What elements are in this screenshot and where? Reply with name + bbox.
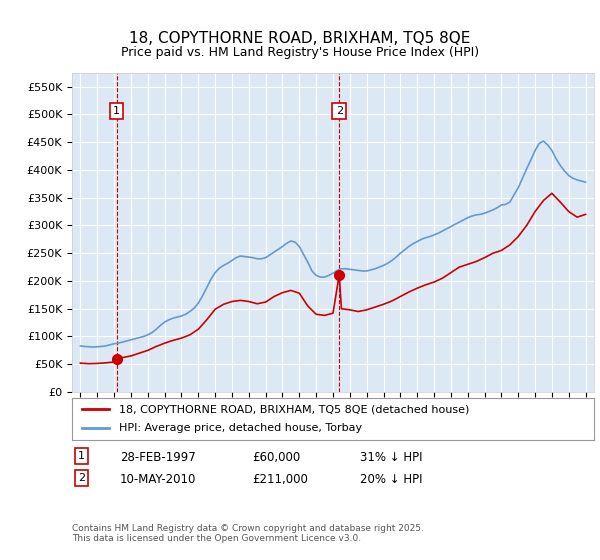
Text: £60,000: £60,000 [252,451,300,464]
Text: Price paid vs. HM Land Registry's House Price Index (HPI): Price paid vs. HM Land Registry's House … [121,46,479,59]
Text: Contains HM Land Registry data © Crown copyright and database right 2025.
This d: Contains HM Land Registry data © Crown c… [72,524,424,543]
Text: 18, COPYTHORNE ROAD, BRIXHAM, TQ5 8QE (detached house): 18, COPYTHORNE ROAD, BRIXHAM, TQ5 8QE (d… [119,404,469,414]
Text: 2: 2 [335,106,343,116]
Text: 2: 2 [78,473,85,483]
Text: 28-FEB-1997: 28-FEB-1997 [120,451,196,464]
Text: 31% ↓ HPI: 31% ↓ HPI [360,451,422,464]
Text: 10-MAY-2010: 10-MAY-2010 [120,473,196,486]
Text: 20% ↓ HPI: 20% ↓ HPI [360,473,422,486]
Text: 1: 1 [78,451,85,461]
Text: £211,000: £211,000 [252,473,308,486]
Text: 1: 1 [113,106,120,116]
Text: 18, COPYTHORNE ROAD, BRIXHAM, TQ5 8QE: 18, COPYTHORNE ROAD, BRIXHAM, TQ5 8QE [130,31,470,46]
Text: HPI: Average price, detached house, Torbay: HPI: Average price, detached house, Torb… [119,423,362,433]
